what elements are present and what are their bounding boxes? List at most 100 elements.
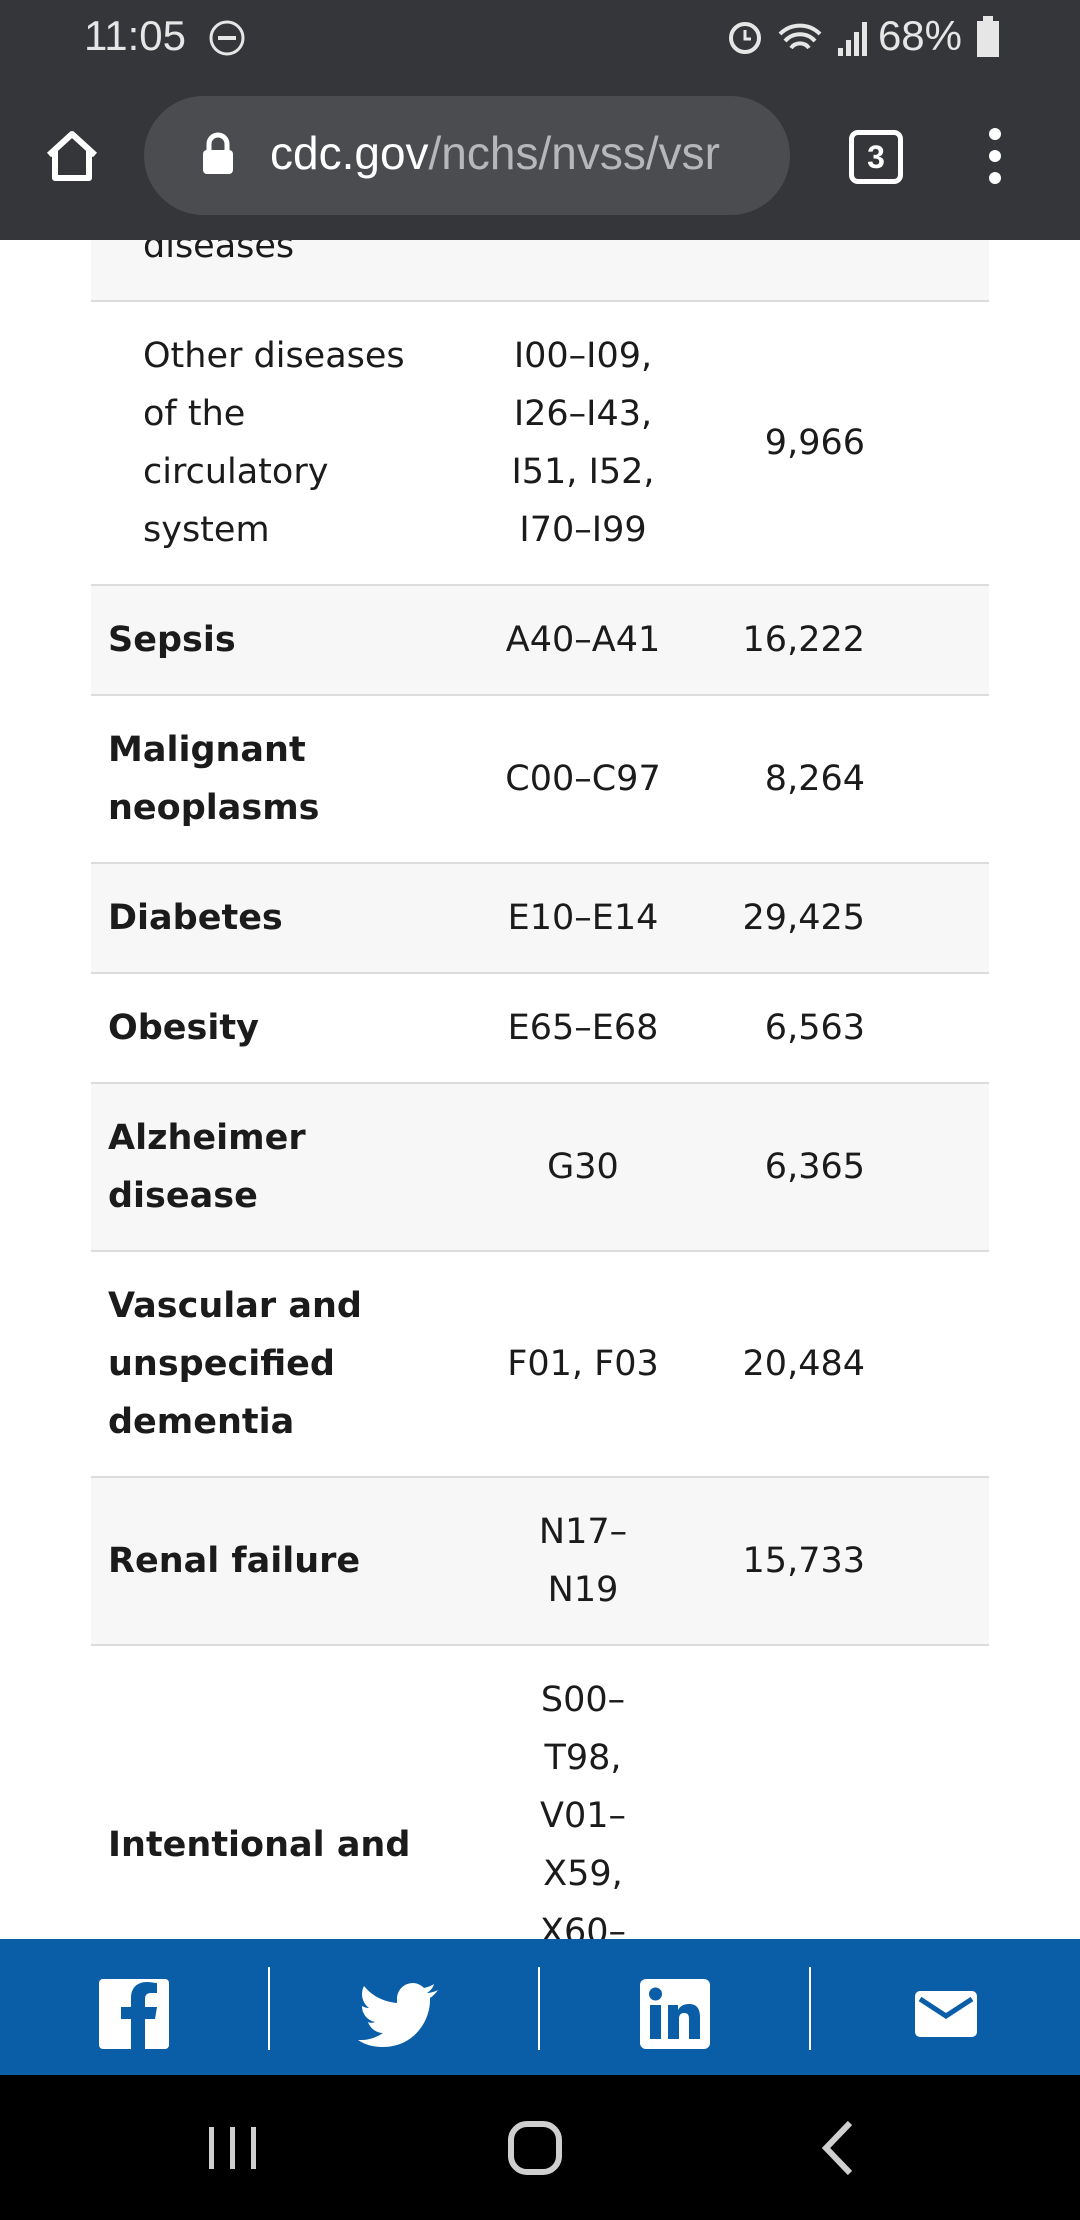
cause-label: circulatory [143, 452, 329, 492]
cause-cell: Vascular and unspecified dementia [91, 1252, 461, 1476]
icd-code: I51, I52, [511, 452, 655, 492]
back-button[interactable] [821, 2120, 853, 2176]
system-nav [0, 2075, 1080, 2220]
table-row: Vascular and unspecified dementia F01, F03 2… [91, 1252, 989, 1478]
icd-code: S00– [540, 1680, 626, 1720]
icd-code: F01, F03 [507, 1344, 659, 1384]
cause-label: Alzheimer disease [108, 1118, 306, 1216]
death-count: 9,966 [764, 423, 865, 463]
count-cell: 16,222 [705, 586, 865, 694]
twitter-share[interactable] [358, 1983, 438, 2047]
death-count: 15,733 [742, 1541, 865, 1581]
code-cell: F01, F03 [461, 1252, 705, 1476]
home-button[interactable] [44, 128, 100, 184]
icd-code: X59, [543, 1854, 623, 1894]
icd-code: G30 [547, 1147, 619, 1187]
icd-code: I70–I99 [519, 510, 647, 550]
code-cell: G30 [461, 1084, 705, 1250]
cause-label: Vascular and [108, 1286, 362, 1326]
count-cell: 29,425 [705, 864, 865, 972]
count-cell [705, 1646, 865, 1939]
icd-code: V01– [540, 1796, 626, 1836]
death-count: 20,484 [742, 1344, 865, 1384]
death-count: 16,222 [742, 620, 865, 660]
count-cell: 6,563 [705, 974, 865, 1082]
cause-label: system [143, 510, 270, 550]
cause-label: unspecified [108, 1344, 335, 1384]
share-bar [0, 1939, 1080, 2075]
status-time: 11:05 [84, 12, 186, 59]
data-table: diseases Other diseases of the circulatory s… [91, 240, 989, 1939]
browser-chrome: 11:05 68% cdc.gov/nchs/nvss/vsr 3 [0, 0, 1080, 240]
cause-cell: Intentional and [91, 1646, 461, 1939]
table-row: Diabetes E10–E14 29,425 [91, 864, 989, 974]
cause-label: neoplasms [108, 788, 320, 828]
code-cell: S00–T98,V01–X59,X60–X84, [461, 1646, 705, 1939]
icd-code: E10–E14 [507, 898, 659, 938]
tab-switcher[interactable]: 3 [849, 130, 903, 184]
share-icons [99, 1967, 977, 2050]
menu-button[interactable] [980, 126, 1010, 186]
code-cell: E10–E14 [461, 864, 705, 972]
death-count: 6,365 [764, 1147, 865, 1187]
death-count: 8,264 [764, 759, 865, 799]
dnd-icon [209, 20, 245, 56]
icd-code: A40–A41 [505, 620, 661, 660]
nav-icons [209, 2120, 853, 2176]
url: cdc.gov/nchs/nvss/vsr [270, 126, 770, 180]
code-cell [461, 240, 705, 300]
url-domain: cdc.gov [270, 127, 429, 179]
table-row: diseases [91, 240, 989, 302]
icd-code: I26–I43, [513, 394, 653, 434]
cause-cell: Malignant neoplasms [91, 696, 461, 862]
cause-label: Intentional and [108, 1825, 411, 1865]
cause-cell: Obesity [91, 974, 461, 1082]
icd-code: X60– [539, 1912, 626, 1939]
cause-cell: Other diseases of the circulatory system [91, 302, 461, 584]
count-cell: 20,484 [705, 1252, 865, 1476]
icd-code: C00–C97 [505, 759, 661, 799]
recents-button[interactable] [209, 2127, 256, 2169]
facebook-share[interactable] [99, 1979, 169, 2049]
email-share[interactable] [915, 1991, 977, 2037]
cause-label: Diabetes [108, 898, 283, 938]
cause-label: Malignant [108, 730, 306, 770]
count-cell: 15,733 [705, 1478, 865, 1644]
count-cell: 8,264 [705, 696, 865, 862]
code-cell: E65–E68 [461, 974, 705, 1082]
table-row: Alzheimer disease G30 6,365 [91, 1084, 989, 1252]
linkedin-share[interactable] [640, 1979, 710, 2049]
table-row: Sepsis A40–A41 16,222 [91, 586, 989, 696]
home-nav-button[interactable] [508, 2121, 562, 2175]
icd-code: N17– [538, 1512, 628, 1552]
icd-code: I00–I09, [513, 336, 653, 376]
count-cell: 6,365 [705, 1084, 865, 1250]
cause-label: of the [143, 394, 246, 434]
lock-icon [203, 132, 233, 174]
battery-icon [977, 16, 999, 57]
icd-code: T98, [544, 1738, 622, 1778]
death-count: 6,563 [764, 1008, 865, 1048]
address-bar[interactable]: cdc.gov/nchs/nvss/vsr [144, 96, 790, 215]
cause-cell: Renal failure [91, 1478, 461, 1644]
url-path: /nchs/nvss/vsr [428, 127, 720, 179]
cause-label: dementia [108, 1402, 295, 1442]
icd-code: N19 [547, 1570, 619, 1610]
battery-level: 68% [877, 12, 962, 59]
table-row: Malignant neoplasms C00–C97 8,264 [91, 696, 989, 864]
code-cell: I00–I09, I26–I43, I51, I52, I70–I99 [461, 302, 705, 584]
code-cell: A40–A41 [461, 586, 705, 694]
cause-cell: diseases [91, 240, 461, 300]
table-row: Obesity E65–E68 6,563 [91, 974, 989, 1084]
cause-cell: Diabetes [91, 864, 461, 972]
status-icons [729, 22, 867, 56]
code-cell: C00–C97 [461, 696, 705, 862]
cause-label: diseases [143, 240, 295, 266]
table-row: Other diseases of the circulatory system I00… [91, 302, 989, 586]
cause-label: Sepsis [108, 620, 236, 660]
cause-label: Renal failure [108, 1541, 361, 1581]
cause-cell: Sepsis [91, 586, 461, 694]
